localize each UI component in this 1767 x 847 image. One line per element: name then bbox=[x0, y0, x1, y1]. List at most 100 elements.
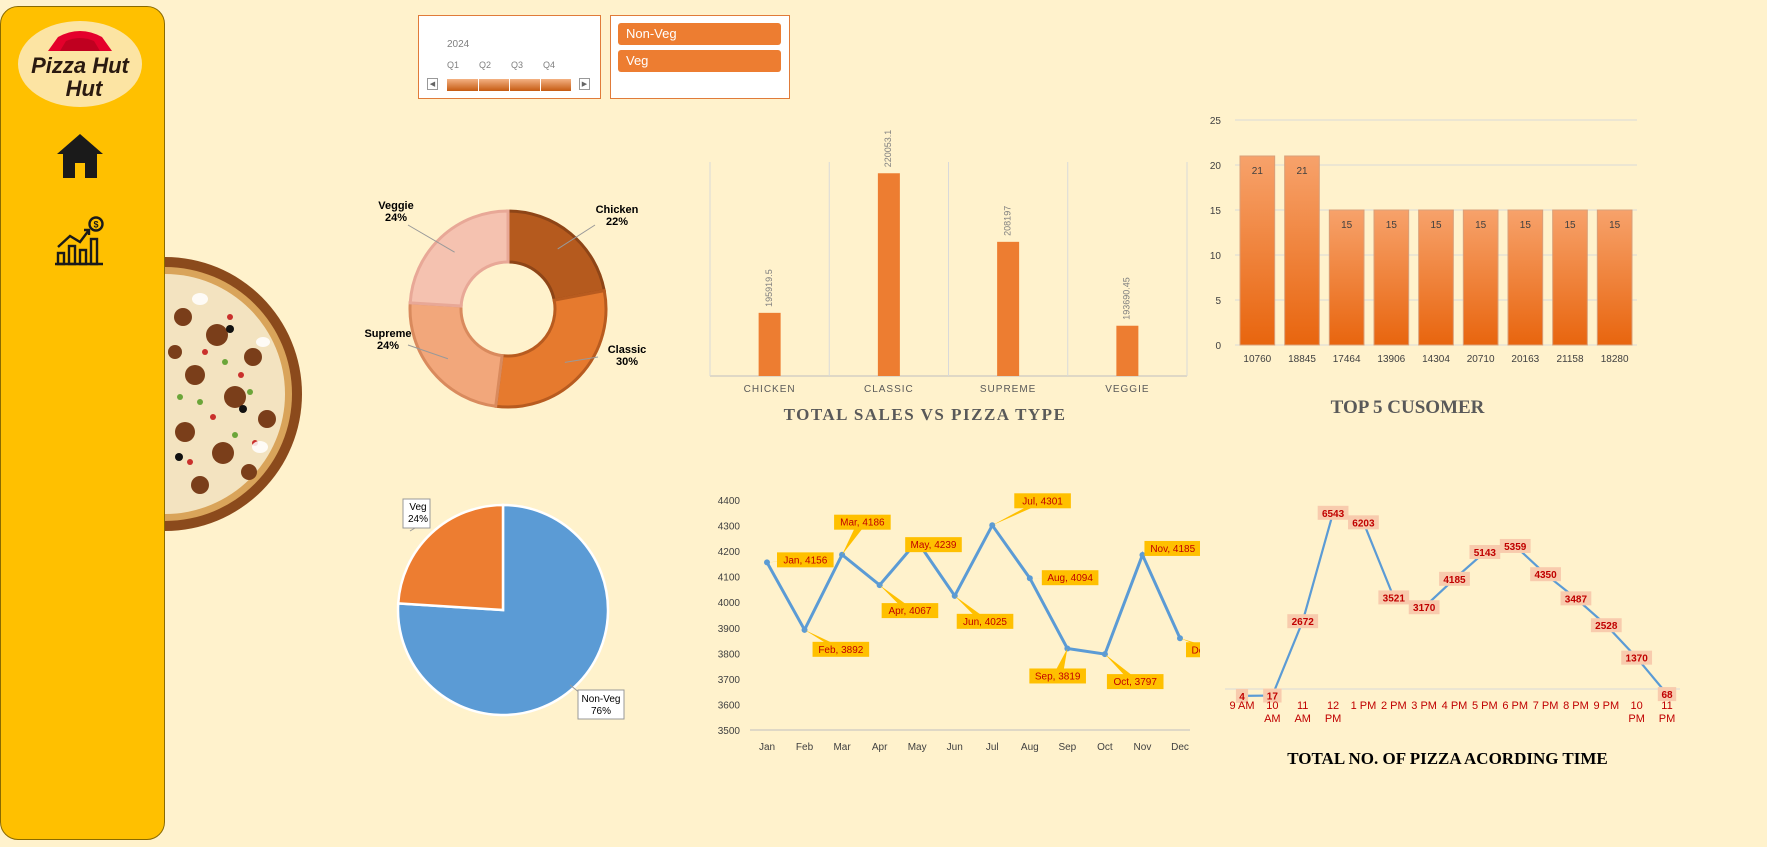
timeline-q3[interactable]: Q3 bbox=[511, 60, 524, 70]
timeline-slicer[interactable]: 2024 Q1 Q2 Q3 Q4 ◀ ▶ bbox=[418, 15, 601, 99]
y-tick-label: 4000 bbox=[718, 598, 741, 609]
bar-data-label: 21 bbox=[1252, 166, 1264, 177]
bar-data-label: 193690.45 bbox=[1122, 277, 1132, 320]
x-tick-label: 10760 bbox=[1243, 354, 1271, 365]
donut-leader-line bbox=[407, 344, 449, 360]
x-tick-label: 20163 bbox=[1511, 354, 1539, 365]
y-tick-label: 5 bbox=[1215, 296, 1221, 307]
category-slicer: Non-Veg Veg bbox=[610, 15, 790, 99]
x-tick-label: 4 PM bbox=[1442, 700, 1468, 712]
bar-data-label: 15 bbox=[1475, 220, 1487, 231]
bar-customer-20163 bbox=[1507, 209, 1544, 346]
y-tick-label: 3600 bbox=[718, 700, 741, 711]
y-tick-label: 4100 bbox=[718, 573, 741, 584]
hourly-data-label: 17 bbox=[1267, 692, 1279, 703]
y-tick-label: 3500 bbox=[718, 726, 741, 737]
sales-chart-title: TOTAL SALES VS PIZZA TYPE bbox=[783, 405, 1067, 424]
growth-chart-icon[interactable]: $ bbox=[53, 215, 105, 267]
trend-data-label: Sep, 3819 bbox=[1035, 671, 1081, 682]
category-donut-chart: Chicken 22% Classic 30% Supreme 24% Veggie 24% bbox=[364, 200, 646, 409]
x-tick-label: Jun bbox=[947, 742, 963, 753]
data-callout-box bbox=[881, 603, 939, 619]
donut-leader-line bbox=[557, 224, 596, 250]
data-callout-box bbox=[834, 514, 891, 530]
x-tick-label: Jul bbox=[986, 742, 999, 753]
hourly-label-box bbox=[1408, 600, 1440, 615]
trend-data-label: Jul, 4301 bbox=[1022, 496, 1063, 507]
hourly-data-label: 3170 bbox=[1413, 603, 1436, 614]
hourly-data-label: 3487 bbox=[1565, 594, 1588, 605]
bar-data-label: 15 bbox=[1341, 220, 1353, 231]
donut-data-label: Supreme 24% bbox=[364, 328, 411, 352]
hourly-chart-title: TOTAL NO. OF PIZZA ACORDING TIME bbox=[1287, 749, 1608, 768]
hourly-data-label: 4 bbox=[1239, 692, 1245, 703]
timeline-q1[interactable]: Q1 bbox=[447, 60, 460, 70]
x-tick-label: Sep bbox=[1058, 742, 1076, 753]
x-tick-label: Apr bbox=[872, 742, 888, 753]
donut-data-label: Veggie 24% bbox=[378, 200, 413, 224]
timeline-scroll-right-icon[interactable]: ▶ bbox=[579, 78, 590, 90]
bar-customer-17464 bbox=[1328, 209, 1365, 346]
bar-customer-10760 bbox=[1239, 155, 1276, 346]
x-tick-label: 5 PM bbox=[1472, 700, 1498, 712]
donut-slice-supreme bbox=[408, 301, 504, 408]
bar-data-label: 15 bbox=[1386, 220, 1398, 231]
donut-data-label: Chicken 22% bbox=[596, 204, 639, 228]
donut-slice-chicken bbox=[506, 209, 607, 302]
x-tick-label: Jan bbox=[759, 742, 775, 753]
x-tick-label: 10 AM bbox=[1264, 700, 1281, 725]
bar-chicken bbox=[758, 312, 781, 376]
hourly-label-box bbox=[1439, 571, 1470, 586]
hourly-data-label: 6203 bbox=[1352, 518, 1375, 529]
x-tick-label: 13906 bbox=[1377, 354, 1405, 365]
x-tick-label: Mar bbox=[833, 742, 851, 753]
y-tick-label: 20 bbox=[1210, 161, 1222, 172]
hourly-label-box bbox=[1317, 505, 1349, 520]
hourly-data-label: 4350 bbox=[1534, 570, 1557, 581]
hourly-label-box bbox=[1378, 590, 1410, 605]
svg-text:Hut: Hut bbox=[66, 76, 104, 101]
trend-data-label: Feb, 3892 bbox=[818, 645, 863, 656]
bar-data-label: 208197 bbox=[1003, 206, 1013, 236]
y-tick-label: 0 bbox=[1215, 341, 1221, 352]
trend-data-label: Jun, 4025 bbox=[963, 617, 1007, 628]
data-callout-box bbox=[1014, 493, 1071, 509]
trend-data-label: Jan, 4156 bbox=[783, 555, 827, 566]
data-callout-box bbox=[777, 552, 834, 568]
hourly-data-label: 68 bbox=[1661, 690, 1673, 701]
hourly-label-box bbox=[1560, 591, 1592, 606]
pizza-image bbox=[165, 257, 302, 531]
bar-data-label: 195919.5 bbox=[764, 269, 774, 307]
timeline-q4[interactable]: Q4 bbox=[543, 60, 556, 70]
bar-customer-14304 bbox=[1418, 209, 1454, 346]
trend-data-label: Aug, 4094 bbox=[1047, 573, 1093, 584]
x-tick-label: Oct bbox=[1097, 742, 1113, 753]
bar-data-label: 220053.1 bbox=[883, 130, 893, 167]
hourly-data-label: 5359 bbox=[1504, 542, 1527, 553]
sidebar: Pizza Hut Hut $ bbox=[0, 6, 165, 840]
hourly-data-label: 1370 bbox=[1626, 654, 1649, 665]
slicer-item-veg[interactable]: Veg bbox=[618, 50, 781, 72]
trend-line bbox=[765, 522, 1182, 656]
x-tick-label: 12 PM bbox=[1325, 700, 1342, 725]
bar-veggie bbox=[1116, 325, 1139, 376]
x-tick-label: 2 PM bbox=[1381, 700, 1407, 712]
x-tick-label: CHICKEN bbox=[744, 384, 796, 395]
timeline-q2[interactable]: Q2 bbox=[479, 60, 492, 70]
pie-label-box bbox=[402, 498, 431, 529]
top-customers-title: TOP 5 CUSOMER bbox=[1330, 397, 1485, 418]
y-tick-label: 3800 bbox=[718, 649, 741, 660]
home-icon[interactable] bbox=[55, 131, 105, 181]
pie-slice-non-veg bbox=[396, 503, 610, 717]
pie-label-box bbox=[577, 689, 625, 720]
pizza-hut-logo: Pizza Hut Hut bbox=[18, 21, 142, 107]
hourly-data-label: 2672 bbox=[1292, 617, 1315, 628]
data-callout-box bbox=[956, 613, 1014, 629]
slicer-item-non-veg[interactable]: Non-Veg bbox=[618, 23, 781, 45]
hourly-label-box bbox=[1287, 614, 1319, 629]
x-tick-label: Dec bbox=[1171, 742, 1189, 753]
timeline-scroll-left-icon[interactable]: ◀ bbox=[427, 78, 438, 90]
data-callout-box bbox=[1041, 570, 1099, 586]
x-tick-label: 18845 bbox=[1288, 354, 1316, 365]
